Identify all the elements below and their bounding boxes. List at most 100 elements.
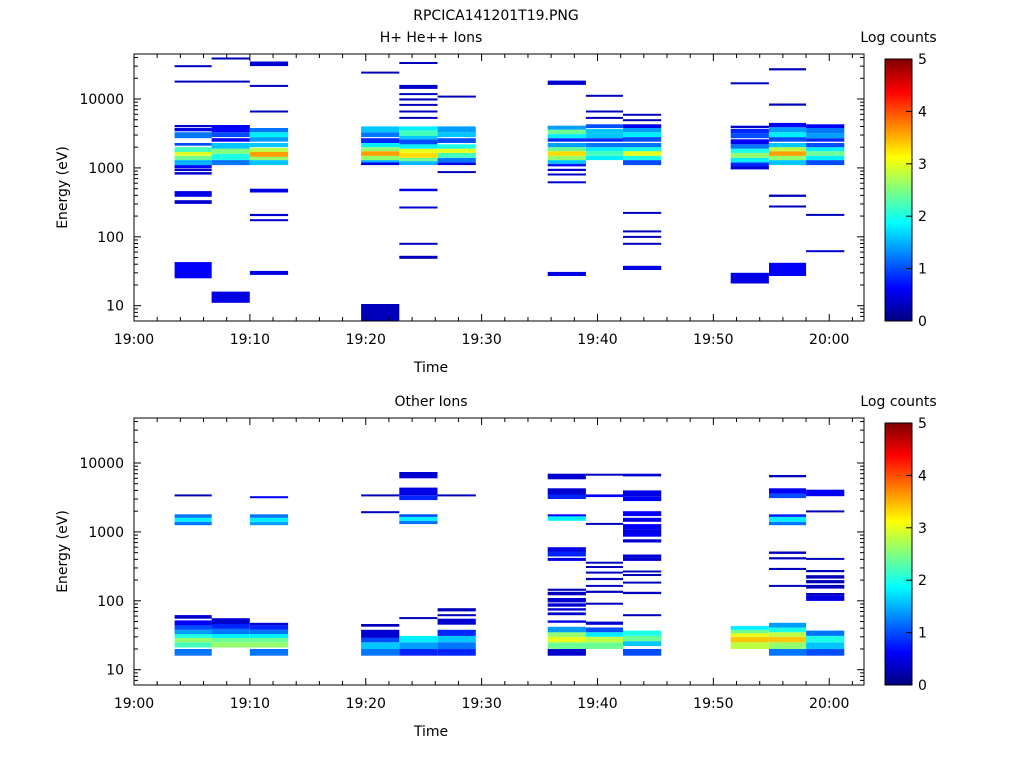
colorbar-tick-label: 4	[918, 104, 927, 120]
heatmap-cell	[623, 119, 662, 122]
heatmap-cell	[249, 110, 289, 113]
panel-other-ions: 19:00 19:10 19:20 19:30 19:40 19:50 20:0010100…	[55, 394, 937, 740]
x-tick-label: 19:50	[693, 332, 733, 348]
heatmap-cell	[585, 577, 623, 581]
heatmap-cell	[174, 128, 212, 132]
colorbar	[884, 422, 913, 686]
heatmap-cell	[399, 520, 438, 525]
heatmap-cell	[585, 133, 623, 139]
heatmap-cell	[769, 636, 807, 643]
heatmap-cell	[547, 626, 586, 633]
heatmap-cell	[547, 588, 586, 591]
heatmap-cell	[249, 156, 289, 161]
heatmap-cell	[769, 557, 807, 560]
heatmap-cell	[623, 132, 662, 138]
heatmap-cell	[769, 151, 807, 156]
heatmap-cell	[249, 147, 289, 152]
heatmap-cell	[361, 143, 400, 148]
colorbar-tick-label: 0	[918, 678, 927, 694]
heatmap-cell	[623, 517, 662, 522]
heatmap-cell	[437, 618, 476, 625]
heatmap-cell	[769, 147, 807, 152]
heatmap-cell	[769, 516, 807, 522]
heatmap-cell	[399, 152, 438, 158]
y-tick-label: 10	[106, 299, 124, 315]
heatmap-cell	[769, 155, 807, 161]
heatmap-cell	[174, 143, 212, 146]
heatmap-cell	[730, 633, 769, 637]
y-tick-label: 1000	[88, 161, 124, 177]
x-tick-label: 19:40	[577, 332, 617, 348]
heatmap-cell	[769, 194, 807, 197]
heatmap-cell	[547, 591, 586, 596]
heatmap-cell	[769, 514, 807, 517]
heatmap-cell	[361, 138, 400, 143]
heatmap-cell	[769, 143, 807, 148]
heatmap-cell	[174, 262, 212, 279]
heatmap-cells	[174, 57, 845, 321]
heatmap-cell	[547, 147, 586, 152]
heatmap-cell	[174, 165, 212, 168]
heatmap-cell	[806, 570, 845, 573]
heatmap-cell	[623, 151, 662, 156]
heatmap-cell	[399, 642, 438, 649]
heatmap-cell	[547, 620, 586, 623]
heatmap-cell	[585, 94, 623, 97]
heatmap-cell	[361, 649, 400, 656]
heatmap-cell	[585, 636, 623, 643]
heatmap-cell	[585, 522, 623, 525]
heatmap-cell	[249, 61, 289, 67]
heatmap-cell	[623, 160, 662, 166]
heatmap-cell	[547, 173, 586, 176]
heatmap-cell	[806, 151, 845, 156]
heatmap-cell	[249, 137, 289, 142]
heatmap-cell	[806, 510, 845, 513]
heatmap-cell	[806, 160, 845, 166]
heatmap-cell	[806, 557, 845, 560]
heatmap-cell	[623, 113, 662, 116]
x-tick-label: 20:00	[809, 696, 849, 712]
heatmap-cell	[585, 561, 623, 564]
x-tick-label: 19:20	[346, 332, 386, 348]
heatmap-cell	[437, 635, 476, 643]
x-tick-label: 19:00	[114, 696, 154, 712]
heatmap-cell	[623, 529, 662, 534]
heatmap-cell	[249, 270, 289, 275]
y-tick-label: 10000	[79, 456, 124, 472]
heatmap-cell	[174, 172, 212, 175]
heatmap-cell	[174, 642, 212, 648]
y-tick-label: 100	[97, 594, 124, 610]
heatmap-cell	[174, 147, 212, 153]
heatmap-cell	[547, 125, 586, 130]
heatmap-cell	[361, 494, 400, 497]
figure-title: RPCICA141201T19.PNG	[413, 8, 578, 24]
heatmap-cell	[399, 110, 438, 113]
heatmap-cell	[437, 642, 476, 649]
heatmap-cell	[249, 219, 289, 222]
y-tick-label: 10	[106, 663, 124, 679]
heatmap-cell	[806, 635, 845, 643]
heatmap-cell	[437, 157, 476, 163]
heatmap-cell	[769, 127, 807, 133]
heatmap-cell	[730, 642, 769, 649]
y-axis-label: Energy (eV)	[55, 510, 71, 593]
heatmap-cell	[249, 188, 289, 193]
x-tick-label: 19:40	[577, 696, 617, 712]
heatmap-cell	[547, 557, 586, 561]
heatmap-cell	[547, 514, 586, 517]
heatmap-cell	[437, 614, 476, 617]
heatmap-cell	[399, 84, 438, 89]
colorbar-tick-label: 5	[918, 52, 927, 68]
heatmap-cell	[585, 124, 623, 128]
heatmap-cell	[174, 615, 212, 619]
heatmap-cell	[623, 473, 662, 477]
heatmap-cell	[437, 126, 476, 133]
heatmap-cell	[249, 152, 289, 157]
heatmap-cell	[174, 155, 212, 161]
heatmap-cell	[211, 148, 250, 154]
heatmap-cell	[399, 139, 438, 145]
heatmap-cell	[174, 620, 212, 626]
heatmap-cell	[437, 144, 476, 149]
heatmap-cell	[399, 136, 438, 140]
heatmap-cell	[174, 634, 212, 638]
